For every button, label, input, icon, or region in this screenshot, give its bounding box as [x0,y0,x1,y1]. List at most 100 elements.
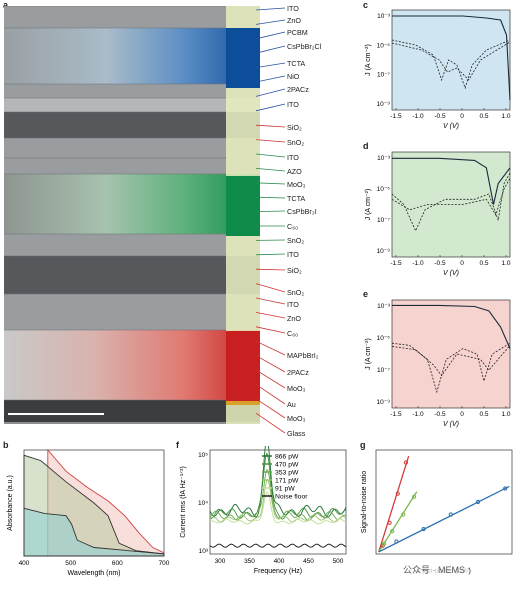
leader-line [256,196,286,199]
watermark: 公众号 · MEMS [400,562,468,577]
layer-label: ITO [287,300,299,309]
data-point [394,539,399,544]
legend-label: 91 pW [275,486,295,493]
leader-line [256,124,286,128]
legend-label: Noise floor [275,494,308,501]
leader-line [256,88,286,97]
leader-line [256,340,286,356]
jv-plot-e: -1.5 -1.0 -0.5 0 0.5 1.0 10⁻³ 10⁻⁵ 10⁻⁷ 10⁻⁹ V (V)… [365,299,511,428]
x-tick-label: 600 [112,560,123,567]
y-tick-label: 10³ [199,548,209,555]
plot-area [391,299,511,409]
y-tick-label: 10⁻⁷ [377,217,391,224]
x-tick-label: -1.5 [390,113,402,120]
x-tick-label: 350 [244,558,255,565]
leader-line [256,297,286,305]
y-tick-label: 10⁻⁵ [377,335,391,342]
data-point [395,491,400,496]
legend-label: 171 pW [275,478,299,485]
layer-label: ZnO [287,314,301,323]
x-tick-label: 0.5 [479,411,488,418]
layer-label: ITO [287,250,299,259]
y-tick-label: 10⁻⁷ [377,367,391,374]
leader-line [256,283,286,293]
panel-c-label: c [363,0,369,10]
layer-label: ITO [287,100,299,109]
noise-series [209,479,347,523]
x-tick-label: 400 [19,560,30,567]
jv-plot-c: -1.5 -1.0 -0.5 0 0.5 1.0 10⁻³ 10⁻⁵ 10⁻⁷ 10⁻⁹ V (V)… [365,9,511,130]
photo-current-curve [391,172,511,232]
data-point [411,494,417,499]
layer-band [4,234,260,256]
data-point [403,460,409,465]
layer-label: AZO [287,167,302,176]
leader-line [256,210,286,212]
y-tick-label: 10⁻⁹ [377,399,391,406]
y-tick-label: 10⁻³ [377,13,391,20]
photo-current-curve [391,41,511,81]
legend-label: 353 pW [275,470,299,477]
x-tick-label: 400 [274,558,285,565]
plot-area [391,9,511,111]
leader-line [256,7,286,11]
layer-label: TCTA [287,194,306,203]
y-tick-label: 10⁻⁵ [377,42,391,49]
layer-band [4,158,260,174]
layer-band [4,174,260,234]
photo-current-curve [391,345,511,377]
layer-leader-lines [256,7,286,434]
layer-label: C₆₀ [287,222,299,231]
layer-label: MoO₃ [287,414,306,423]
y-tick-label: 10⁻³ [377,303,391,310]
leader-line [256,168,286,172]
cross-section-image [4,6,260,424]
layer-band [4,112,260,138]
leader-line [256,182,286,185]
data-point [401,512,406,517]
x-axis-label: V (V) [443,270,459,277]
x-tick-label: -0.5 [434,260,446,267]
x-tick-label: 0 [460,260,464,267]
data-point [503,486,508,491]
x-tick-label: 300 [215,558,226,565]
absorbance-plot: 400 500 600 700 Wavelength (nm) Absorbance (a… [7,448,170,577]
layer-band [4,330,260,400]
panel-g-label: g [360,440,366,450]
data-point [475,499,481,505]
leader-line [256,75,286,83]
layer-label: 2PACz [287,85,309,94]
layer-band [4,98,260,112]
legend-label: 470 pW [275,462,299,469]
snr-plot: Input power (nW)Signal-to-noise ratio [361,449,513,575]
noise-series [209,469,347,521]
leader-line [256,326,286,334]
gold-strip [226,401,260,405]
data-point [382,541,387,546]
photo-current-curve [391,342,511,394]
dark-current-curve [392,304,511,349]
x-axis-label: Frequency (Hz) [254,568,302,575]
layer-label: MoO₃ [287,180,306,189]
layer-label: SnO₂ [287,236,305,245]
y-tick-label: 10⁵ [198,452,208,459]
x-tick-label: 0 [460,411,464,418]
x-tick-label: 500 [65,560,76,567]
y-tick-label: 10⁴ [198,500,208,507]
dark-current-curve [392,157,511,205]
fit-line-blue [378,485,510,553]
x-tick-label: -1.5 [390,260,402,267]
red-strip [226,331,260,401]
plot-area [209,449,347,555]
x-tick-label: 0.5 [479,113,488,120]
layer-label: SnO₂ [287,288,305,297]
y-tick-label: 10⁻⁷ [377,72,391,79]
layer-label: SnO₂ [287,138,305,147]
x-tick-label: 0.5 [479,260,488,267]
leader-line [256,312,286,319]
layer-label: ITO [287,4,299,13]
blue-strip [226,28,260,88]
leader-line [256,369,286,389]
leader-line [256,253,286,256]
leader-line [256,45,286,54]
